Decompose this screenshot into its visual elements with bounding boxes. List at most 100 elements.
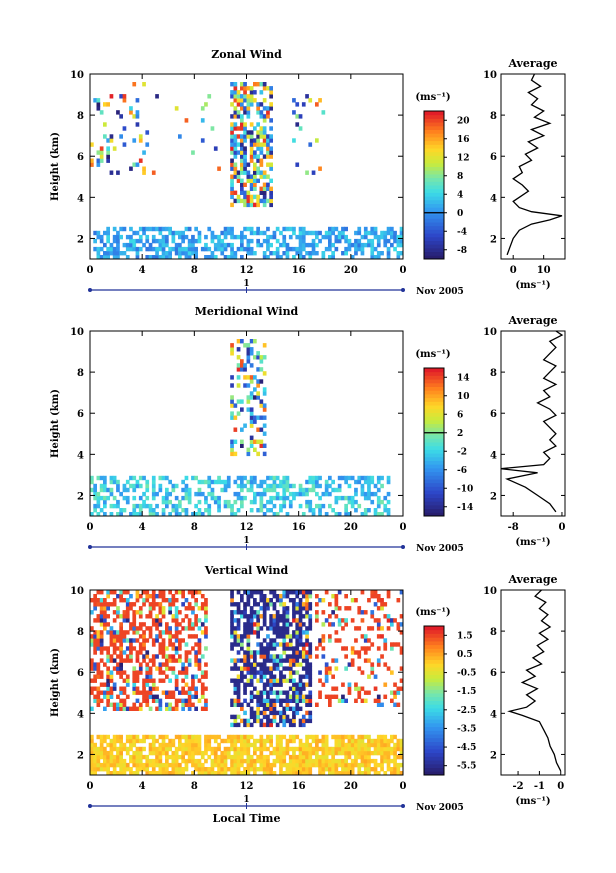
heatmap-cell <box>161 750 166 756</box>
heatmap-cell <box>151 602 156 607</box>
heatmap-cell <box>350 746 355 752</box>
heatmap-cell <box>119 754 123 760</box>
colorbar-cell <box>424 214 444 219</box>
colorbar-cell <box>424 236 444 241</box>
heatmap-cell <box>282 746 287 752</box>
heatmap-cell <box>155 594 159 599</box>
heatmap-cell <box>151 767 156 772</box>
heatmap-cell <box>347 754 352 760</box>
heatmap-cell <box>178 503 182 509</box>
heatmap-cell <box>204 674 208 679</box>
heatmap-cell <box>399 742 404 748</box>
colorbar-cell <box>424 456 444 461</box>
heatmap-cell <box>191 626 195 631</box>
heatmap-cell <box>165 622 169 627</box>
heatmap-cell <box>298 126 303 131</box>
heatmap-cell <box>112 738 117 744</box>
heatmap-cell <box>243 610 247 615</box>
heatmap-cell <box>334 750 339 756</box>
heatmap-cell <box>308 230 313 236</box>
heatmap-cell <box>266 182 270 187</box>
heatmap-cell <box>311 483 316 489</box>
heatmap-cell <box>96 491 101 497</box>
heatmap-cell <box>96 162 101 167</box>
heatmap-cell <box>282 722 287 728</box>
heatmap-cell <box>354 598 358 603</box>
heatmap-cell <box>292 602 296 607</box>
heatmap-cell <box>125 694 130 699</box>
heatmap-cell <box>122 686 127 691</box>
heatmap-cell <box>370 662 375 667</box>
heatmap-cell <box>256 670 260 675</box>
heatmap-cell <box>256 678 260 683</box>
heatmap-cell <box>350 495 355 501</box>
heatmap-cell <box>246 734 251 740</box>
heatmap-cell <box>370 491 375 497</box>
heatmap-cell <box>132 82 137 87</box>
heatmap-cell <box>269 678 273 683</box>
heatmap-cell <box>370 255 375 260</box>
heatmap-cell <box>399 746 404 752</box>
heatmap-cell <box>282 698 287 703</box>
heatmap-cell <box>200 754 205 760</box>
heatmap-cell <box>390 230 394 236</box>
heatmap-cell <box>275 698 280 703</box>
heatmap-cell <box>243 234 247 240</box>
heatmap-cell <box>269 134 273 139</box>
heatmap-cell <box>331 226 335 232</box>
heatmap-cell <box>301 762 306 768</box>
heatmap-cell <box>256 202 260 208</box>
heatmap-cell <box>246 666 251 671</box>
heatmap-cell <box>155 694 159 699</box>
heatmap-cell <box>308 762 313 768</box>
heatmap-cell <box>288 226 293 232</box>
heatmap-cell <box>116 234 120 240</box>
heatmap-cell <box>230 202 234 208</box>
heatmap-cell <box>243 383 247 388</box>
heatmap-cell <box>158 634 163 639</box>
heatmap-cell <box>308 508 313 513</box>
heatmap-cell <box>240 255 244 260</box>
colorbar-cell <box>424 371 444 376</box>
heatmap-cell <box>282 226 287 232</box>
heatmap-cell <box>148 666 153 671</box>
heatmap-cell <box>259 650 264 655</box>
heatmap-cell <box>132 678 137 683</box>
heatmap-cell <box>151 491 156 497</box>
heatmap-cell <box>132 512 137 517</box>
heatmap-cell <box>266 487 270 493</box>
average-title: Average <box>507 314 557 327</box>
heatmap-cell <box>328 698 332 703</box>
heatmap-cell <box>249 666 254 671</box>
heatmap-cell <box>370 610 375 615</box>
colorbar-cell <box>424 726 444 731</box>
heatmap-cell <box>240 594 244 599</box>
heatmap-cell <box>324 246 329 252</box>
heatmap-cell <box>269 154 273 159</box>
colorbar-cell <box>424 648 444 653</box>
heatmap-cell <box>367 475 371 481</box>
heatmap-cell <box>236 142 241 147</box>
heatmap-cell <box>204 662 208 667</box>
heatmap-cell <box>285 483 290 489</box>
heatmap-cell <box>165 251 169 256</box>
heatmap-cell <box>295 694 300 699</box>
heatmap-cell <box>331 622 335 627</box>
heatmap-cell <box>298 738 303 744</box>
heatmap-cell <box>96 251 101 256</box>
heatmap-cell <box>165 771 169 776</box>
heatmap-cell <box>259 698 264 703</box>
heatmap-cell <box>321 754 326 760</box>
heatmap-cell <box>298 483 303 489</box>
heatmap-cell <box>344 742 348 748</box>
heatmap-cell <box>96 255 101 260</box>
average-title: Average <box>507 573 557 586</box>
heatmap-cell <box>171 738 176 744</box>
heatmap-cell <box>132 674 137 679</box>
heatmap-cell <box>132 754 137 760</box>
heatmap-cell <box>256 170 260 175</box>
heatmap-cell <box>161 742 166 748</box>
heatmap-cell <box>357 650 362 655</box>
heatmap-cell <box>191 246 195 252</box>
heatmap-cell <box>328 226 332 232</box>
